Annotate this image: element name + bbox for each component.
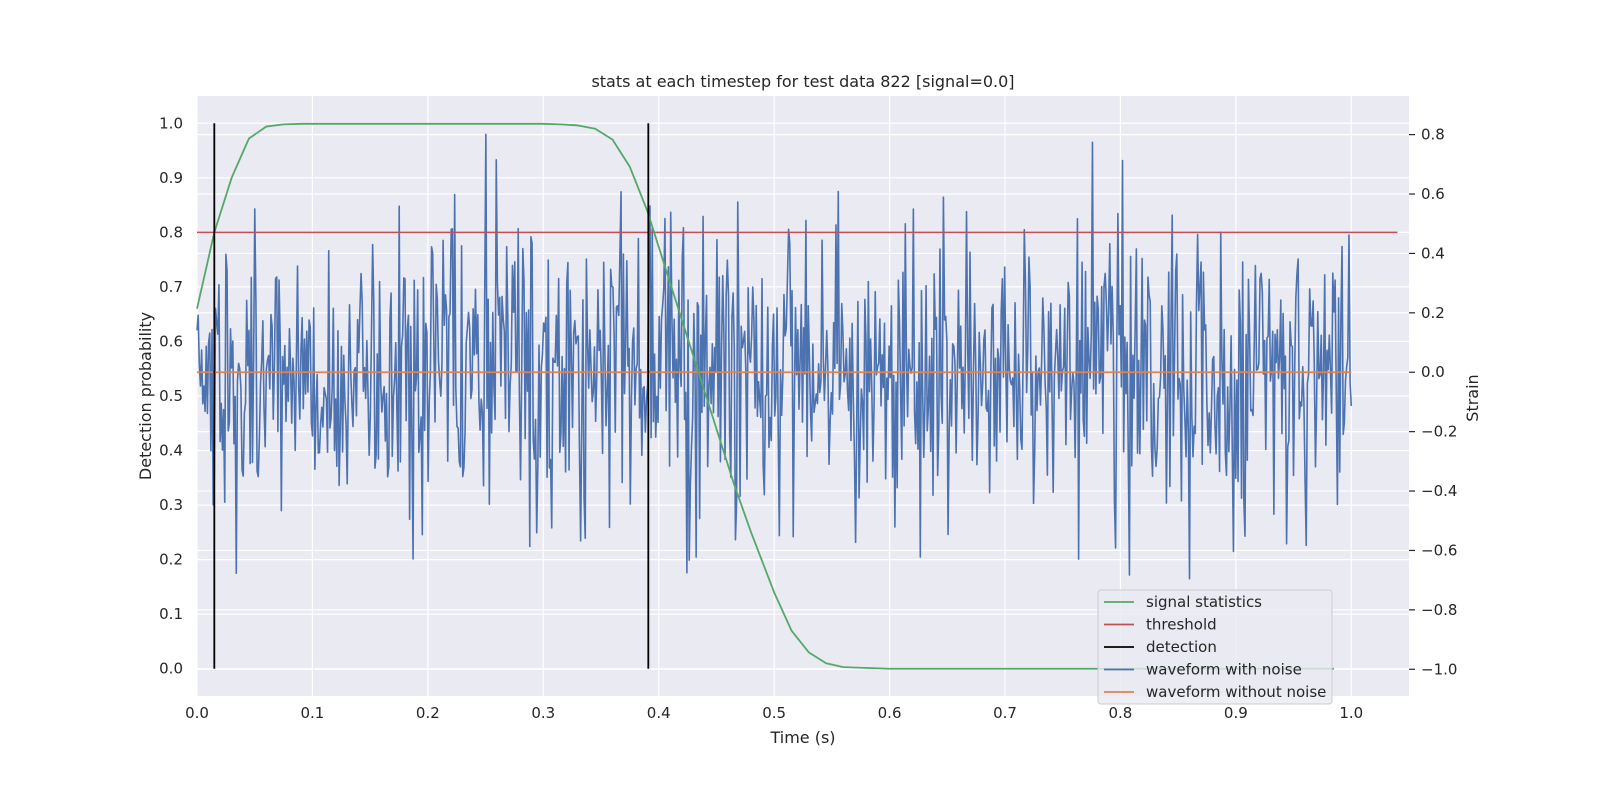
x-tick-label: 1.0 <box>1339 704 1363 722</box>
legend-label: signal statistics <box>1146 593 1262 611</box>
legend-label: detection <box>1146 638 1217 656</box>
x-axis-ticks: 0.0 0.1 0.2 0.3 0.4 0.5 0.6 0.7 0.8 0.9 1.0 <box>185 704 1363 722</box>
legend-label: waveform without noise <box>1146 683 1326 701</box>
y-tick-label: 1.0 <box>159 114 183 132</box>
x-tick-label: 0.3 <box>531 704 555 722</box>
legend: signal statistics threshold detection wavef… <box>1097 589 1333 705</box>
right-y-tick-label: −0.2 <box>1421 423 1457 441</box>
right-y-tick-label: 0.0 <box>1421 363 1445 381</box>
y-tick-label: 0.6 <box>159 332 183 350</box>
right-y-tick-label: 0.2 <box>1421 304 1445 322</box>
right-y-tick-label: −0.4 <box>1421 482 1457 500</box>
y-tick-label: 0.0 <box>159 660 183 678</box>
y-tick-label: 0.9 <box>159 169 183 187</box>
x-tick-label: 0.2 <box>416 704 440 722</box>
series-lines <box>196 122 1398 670</box>
y-axis-label: Detection probability <box>136 312 155 480</box>
right-y-axis-ticks: −1.0 −0.8 −0.6 −0.4 −0.2 0.0 0.2 0.4 0.6 0.8 <box>1409 126 1457 678</box>
right-y-tick-label: −1.0 <box>1421 660 1457 678</box>
y-tick-label: 0.7 <box>159 278 183 296</box>
y-axis-ticks: 0.0 0.1 0.2 0.3 0.4 0.5 0.6 0.7 0.8 0.9 1.0 <box>159 114 183 677</box>
right-y-tick-label: −0.8 <box>1421 601 1457 619</box>
x-tick-label: 0.5 <box>762 704 786 722</box>
series-line-signal-statistics <box>196 122 1334 670</box>
legend-label: threshold <box>1146 616 1217 634</box>
x-axis-label: Time (s) <box>769 728 835 747</box>
x-tick-label: 0.6 <box>878 704 902 722</box>
y-tick-label: 0.3 <box>159 496 183 514</box>
x-tick-label: 0.9 <box>1224 704 1248 722</box>
x-tick-label: 0.1 <box>300 704 324 722</box>
y-tick-label: 0.8 <box>159 223 183 241</box>
chart-title: stats at each timestep for test data 822… <box>591 72 1014 91</box>
right-y-tick-label: 0.6 <box>1421 185 1445 203</box>
x-tick-label: 0.7 <box>993 704 1017 722</box>
x-tick-label: 0.8 <box>1108 704 1132 722</box>
y-tick-label: 0.2 <box>159 551 183 569</box>
right-y-axis-label: Strain <box>1463 374 1482 421</box>
x-tick-label: 0.4 <box>647 704 671 722</box>
y-tick-label: 0.5 <box>159 387 183 405</box>
series-line-waveform-with-noise <box>196 133 1353 580</box>
y-tick-label: 0.1 <box>159 605 183 623</box>
right-y-tick-label: 0.4 <box>1421 244 1445 262</box>
y-tick-label: 0.4 <box>159 442 183 460</box>
legend-box <box>1097 589 1333 705</box>
legend-label: waveform with noise <box>1146 661 1302 679</box>
right-y-tick-label: 0.8 <box>1421 126 1445 144</box>
right-y-tick-label: −0.6 <box>1421 541 1457 559</box>
x-tick-label: 0.0 <box>185 704 209 722</box>
